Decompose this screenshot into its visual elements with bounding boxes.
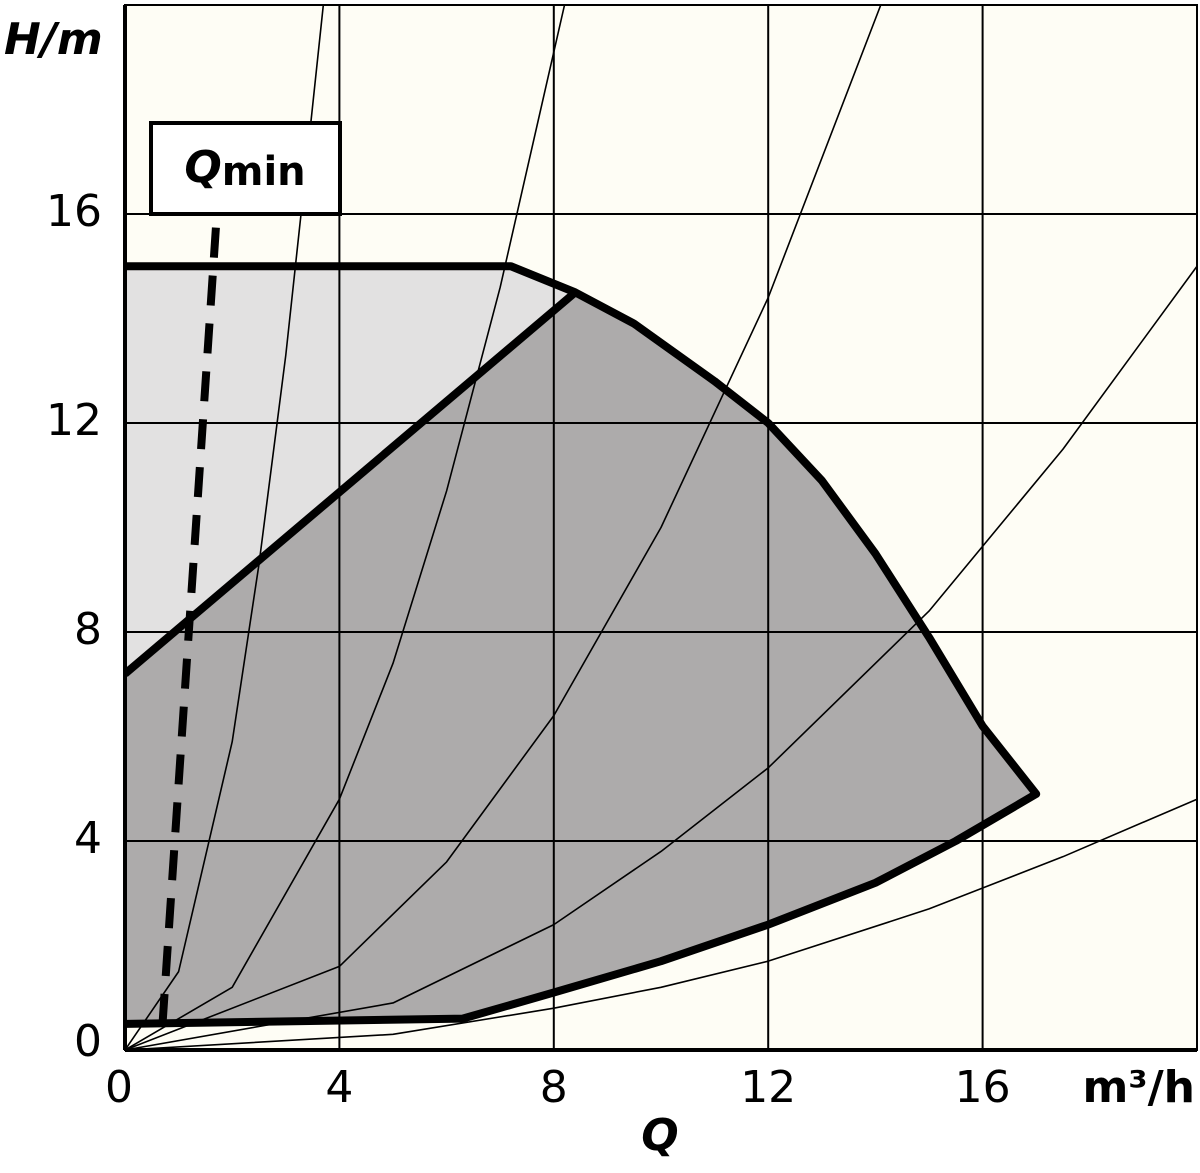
system-curve bbox=[125, 265, 1197, 1050]
limit-curve bbox=[125, 289, 578, 677]
y-tick-label: 4 bbox=[74, 813, 102, 864]
qmin-line bbox=[158, 224, 221, 1025]
limit-curve bbox=[125, 262, 1041, 1028]
x-tick-label: 0 bbox=[105, 1062, 133, 1113]
y-tick-label: 12 bbox=[46, 395, 102, 446]
system-curve bbox=[125, 5, 566, 1050]
y-tick-label: 8 bbox=[74, 604, 102, 655]
annotation-box bbox=[149, 121, 342, 216]
system-curve bbox=[125, 798, 1197, 1050]
x-tick-label: 8 bbox=[540, 1062, 568, 1113]
y-tick-label: 0 bbox=[74, 1016, 102, 1067]
x-axis-unit: m³/h bbox=[1082, 1062, 1195, 1113]
y-axis-label: H/m bbox=[4, 14, 103, 65]
annotation-subscript: min bbox=[222, 149, 306, 195]
x-axis-label: Q bbox=[641, 1110, 678, 1161]
y-tick-label: 16 bbox=[46, 186, 102, 237]
x-tick-label: 16 bbox=[955, 1062, 1011, 1113]
x-tick-label: 12 bbox=[740, 1062, 796, 1113]
x-tick-label: 4 bbox=[325, 1062, 353, 1113]
annotation: Qmin bbox=[184, 142, 305, 195]
annotation-text: Q bbox=[184, 142, 221, 193]
operating-area bbox=[125, 266, 576, 674]
